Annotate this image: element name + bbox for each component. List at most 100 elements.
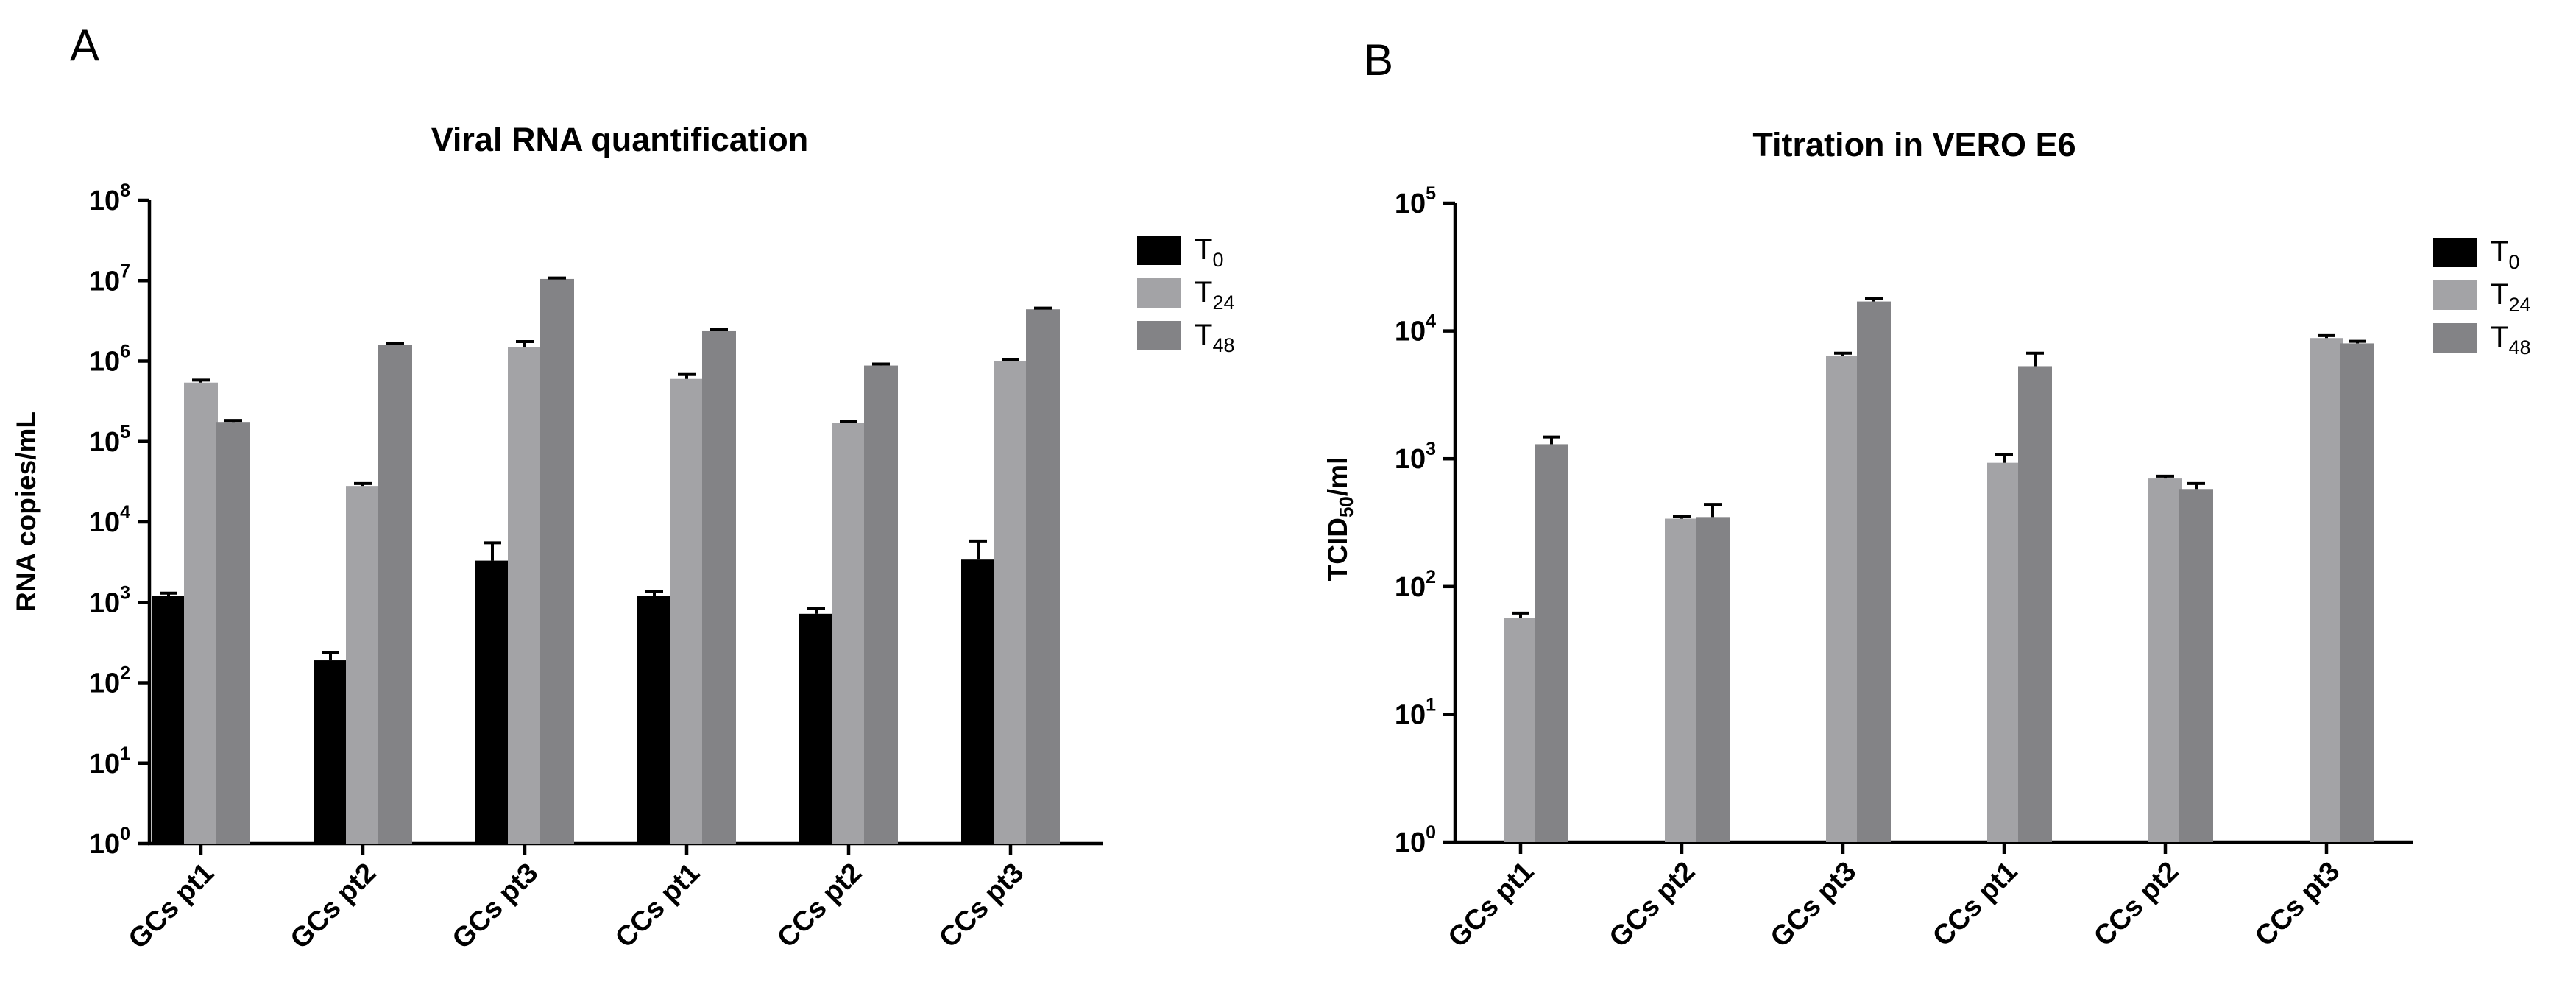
bar-t48-gcs-pt2 [378,345,412,844]
panel-b-bars [1504,297,2374,842]
bar-t24-ccs-pt2 [832,423,866,844]
bar-t0-ccs-pt3 [961,559,995,844]
legend-swatch-t24 [1137,278,1181,308]
y-tick-exponent: 4 [120,502,130,523]
y-tick-base: 10 [1395,317,1426,347]
bar-t48-gcs-pt2 [1696,517,1730,842]
y-tick-exponent: 0 [120,824,130,844]
panel-a-ylabel: RNA copies/mL [11,411,41,612]
bar-t48-ccs-pt2 [2179,489,2213,842]
bar-t24-ccs-pt1 [1987,462,2021,842]
bar-t24-ccs-pt3 [994,361,1027,844]
y-tick-base: 10 [89,587,120,618]
bar-t24-gcs-pt1 [1504,618,1538,842]
legend-label-t48: T48 [2491,321,2530,358]
y-tick-label: 100 [1395,822,1436,858]
y-tick-label: 101 [1395,694,1436,730]
legend-label-t0: T0 [2491,236,2519,273]
y-tick-base: 10 [89,668,120,699]
y-tick-base: 10 [1395,827,1426,858]
x-tick-label: CCs pt2 [771,858,868,954]
x-tick-label: GCs pt3 [447,858,545,955]
bar-t24-gcs-pt1 [184,382,218,844]
bar-t24-ccs-pt1 [670,378,704,844]
legend-label-main: T [2491,236,2508,268]
legend-label-sub: 24 [2508,294,2530,316]
legend-label-main: T [1195,319,1212,351]
y-tick-label: 106 [89,342,130,378]
y-tick-base: 10 [89,829,120,860]
panel-a-letter: A [70,21,99,70]
legend-label-main: T [1195,233,1212,266]
panel-b-ylabel-sub: 50 [1335,496,1357,518]
y-tick-label: 108 [89,180,130,216]
y-tick-exponent: 2 [1426,567,1436,587]
x-tick-label: GCs pt3 [1765,856,1863,954]
y-tick-exponent: 4 [1426,311,1436,332]
bar-t0-gcs-pt1 [152,596,185,844]
panel-b-title: Titration in VERO E6 [1752,126,2076,163]
x-tick-label: GCs pt2 [285,858,383,955]
y-tick-exponent: 3 [1426,439,1436,459]
legend-swatch-t48 [2433,323,2477,353]
legend-swatch-t24 [2433,280,2477,310]
y-tick-exponent: 0 [1426,822,1436,843]
y-tick-label: 102 [1395,567,1436,603]
panel-b-ylabel: TCID50/ml [1323,457,1357,582]
bar-t48-ccs-pt2 [864,365,898,844]
x-tick-label: CCs pt1 [609,858,706,954]
bar-t24-gcs-pt3 [1826,356,1860,842]
legend-label-main: T [1195,276,1212,308]
bar-t24-gcs-pt2 [1665,518,1699,842]
bar-t48-ccs-pt3 [1026,309,1060,844]
legend-label-sub: 0 [1212,249,1223,271]
bar-t48-gcs-pt3 [540,278,574,844]
y-tick-label: 104 [89,502,130,538]
bar-t48-ccs-pt3 [2340,343,2374,842]
y-tick-exponent: 7 [120,261,130,281]
y-tick-label: 102 [89,663,130,699]
x-tick-label: CCs pt3 [2249,856,2346,953]
panel-a-title: Viral RNA quantification [431,121,809,158]
y-tick-label: 103 [1395,439,1436,475]
legend-label-sub: 0 [2508,251,2519,273]
bar-t0-gcs-pt3 [475,560,509,844]
bar-t24-gcs-pt3 [508,347,542,844]
legend-swatch-t0 [2433,238,2477,267]
panel-a-bars [152,276,1060,844]
y-tick-base: 10 [1395,188,1426,219]
bar-t48-ccs-pt1 [702,330,736,844]
legend-swatch-t0 [1137,236,1181,265]
bar-t24-ccs-pt3 [2310,338,2343,842]
x-tick-label: GCs pt1 [1443,856,1540,954]
legend-label-sub: 48 [2508,336,2530,358]
x-tick-label: GCs pt1 [123,858,221,955]
y-tick-exponent: 1 [1426,694,1436,715]
panel-b-x-ticks: GCs pt1 GCs pt2 GCs pt3 CCs pt1 CCs pt2 CCs p… [1443,842,2346,953]
bar-t48-gcs-pt1 [216,422,250,844]
x-tick-label: CCs pt2 [2088,856,2184,953]
y-tick-base: 10 [1395,444,1426,475]
panel-a: A Viral RNA quantification RNA copies/mL… [11,21,1234,955]
y-tick-label: 100 [89,824,130,860]
panel-b: B Titration in VERO E6 TCID50/ml 1001011… [1323,35,2530,953]
panel-b-legend: T0T 24 T48 [2433,236,2530,358]
y-tick-base: 10 [89,749,120,780]
legend-swatch-t48 [1137,321,1181,350]
x-tick-label: CCs pt1 [1927,856,2023,953]
legend-label-t24: T24 [1195,276,1234,314]
y-tick-base: 10 [89,427,120,458]
x-tick-label: GCs pt2 [1604,856,1702,954]
y-tick-base: 10 [89,507,120,538]
y-tick-base: 10 [89,266,120,297]
y-tick-exponent: 8 [120,180,130,201]
y-tick-exponent: 3 [120,582,130,603]
bar-t48-gcs-pt3 [1857,301,1891,842]
legend-label-t48: T48 [1195,319,1234,356]
y-tick-label: 107 [89,261,130,297]
y-tick-exponent: 2 [120,663,130,684]
panel-a-x-ticks: GCs pt1 GCs pt2 GCs pt3 CCs pt1 CCs pt2 CCs p… [123,844,1030,955]
